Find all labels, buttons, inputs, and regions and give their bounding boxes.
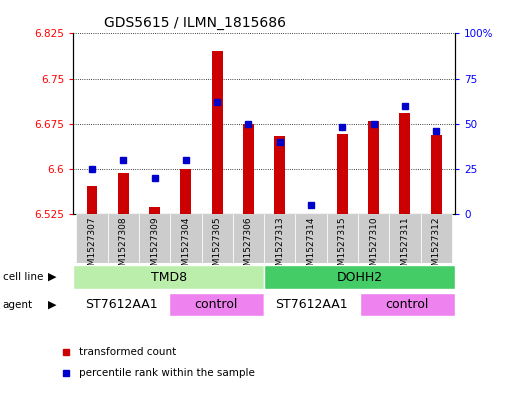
- Bar: [118, 173, 129, 214]
- FancyBboxPatch shape: [170, 214, 201, 263]
- Bar: [168, 293, 264, 316]
- Bar: [243, 124, 254, 214]
- Bar: [431, 135, 442, 214]
- Text: TMD8: TMD8: [151, 270, 187, 284]
- Bar: [149, 207, 160, 214]
- Text: GSM1527308: GSM1527308: [119, 217, 128, 277]
- Bar: [360, 293, 455, 316]
- Text: ST7612AA1: ST7612AA1: [85, 298, 157, 311]
- Bar: [73, 293, 168, 316]
- Bar: [368, 121, 379, 214]
- Bar: [400, 113, 411, 214]
- Text: ▶: ▶: [48, 272, 56, 282]
- Text: GSM1527310: GSM1527310: [369, 217, 378, 277]
- Text: GSM1527312: GSM1527312: [431, 217, 441, 277]
- Text: GSM1527313: GSM1527313: [275, 217, 285, 277]
- Text: ST7612AA1: ST7612AA1: [276, 298, 348, 311]
- Bar: [212, 51, 223, 214]
- Text: GSM1527307: GSM1527307: [87, 217, 97, 277]
- FancyBboxPatch shape: [76, 214, 108, 263]
- Bar: [86, 186, 97, 214]
- FancyBboxPatch shape: [108, 214, 139, 263]
- Text: DOHH2: DOHH2: [336, 270, 383, 284]
- Text: percentile rank within the sample: percentile rank within the sample: [79, 368, 255, 378]
- Text: control: control: [195, 298, 238, 311]
- Bar: [274, 136, 285, 214]
- Text: agent: agent: [3, 299, 33, 310]
- Text: control: control: [385, 298, 429, 311]
- FancyBboxPatch shape: [264, 214, 295, 263]
- Text: GSM1527306: GSM1527306: [244, 217, 253, 277]
- Text: GSM1527304: GSM1527304: [181, 217, 190, 277]
- Bar: [305, 214, 316, 215]
- Text: ▶: ▶: [48, 299, 56, 310]
- Bar: [337, 134, 348, 214]
- FancyBboxPatch shape: [327, 214, 358, 263]
- FancyBboxPatch shape: [420, 214, 452, 263]
- Text: transformed count: transformed count: [79, 347, 176, 357]
- FancyBboxPatch shape: [201, 214, 233, 263]
- Text: GSM1527311: GSM1527311: [401, 217, 410, 277]
- Bar: [264, 265, 455, 289]
- Text: GSM1527314: GSM1527314: [306, 217, 315, 277]
- FancyBboxPatch shape: [358, 214, 389, 263]
- Text: GSM1527309: GSM1527309: [150, 217, 159, 277]
- Bar: [180, 169, 191, 214]
- FancyBboxPatch shape: [139, 214, 170, 263]
- Text: GSM1527315: GSM1527315: [338, 217, 347, 277]
- Text: GDS5615 / ILMN_1815686: GDS5615 / ILMN_1815686: [104, 16, 286, 29]
- FancyBboxPatch shape: [295, 214, 327, 263]
- FancyBboxPatch shape: [233, 214, 264, 263]
- Text: GSM1527305: GSM1527305: [213, 217, 222, 277]
- Text: cell line: cell line: [3, 272, 43, 282]
- Bar: [73, 265, 264, 289]
- FancyBboxPatch shape: [389, 214, 420, 263]
- Bar: [264, 293, 360, 316]
